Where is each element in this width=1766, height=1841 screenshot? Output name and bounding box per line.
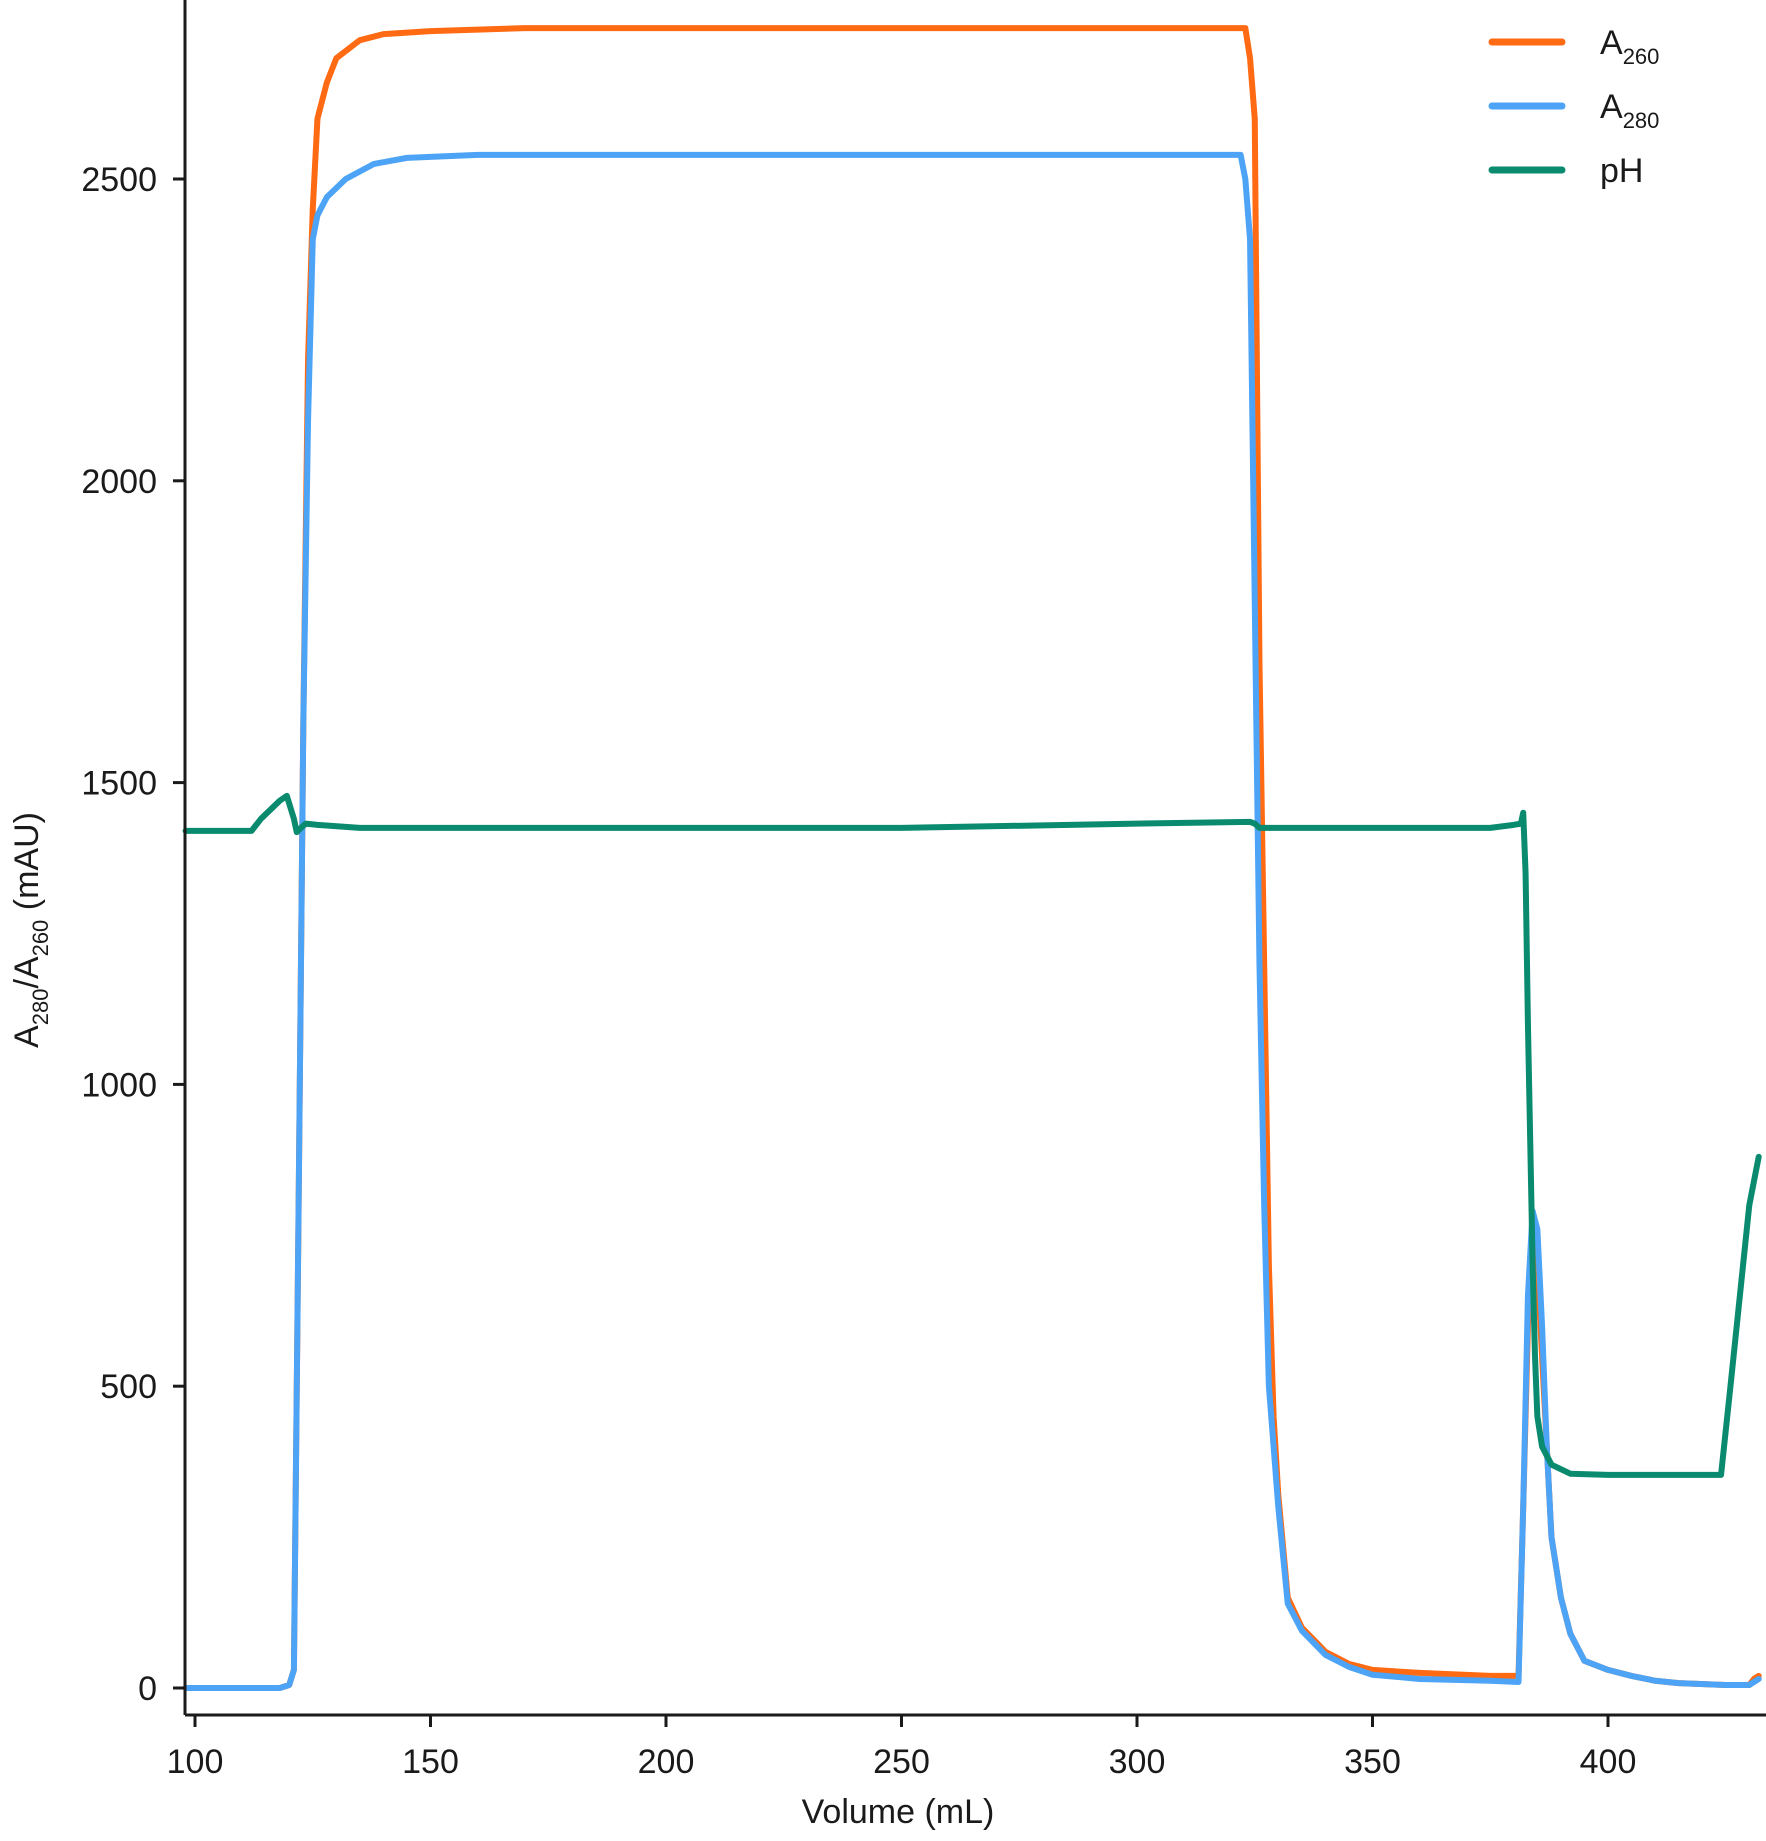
y-tick-label: 2500 [81,161,157,199]
axes-layer: 100 150 200 250 300 350 400 0 500 1000 1500 2000 250… [81,0,1766,1781]
legend-label: A260 [1600,24,1659,69]
x-tick-label: 100 [167,1743,224,1781]
y-axis-title-base: A [8,1025,46,1048]
legend-label-main: pH [1600,152,1643,190]
legend-label-sub: 280 [1623,108,1660,133]
y-tick-label: 2000 [81,463,157,501]
y-axis-title-sub1: 280 [28,989,53,1026]
legend-label-main: A [1600,88,1623,126]
legend-label: pH [1600,152,1643,190]
x-axis-title: Volume (mL) [802,1793,995,1831]
y-axis-title-suffix: (mAU) [8,812,46,920]
x-tick-label: 150 [402,1743,459,1781]
series-line-a280 [182,151,1762,1691]
y-axis-title: A280/A260 (mAU) [8,812,53,1048]
x-tick-label: 200 [638,1743,695,1781]
legend-label-sub: 260 [1623,44,1660,69]
y-tick-label: 1500 [81,765,157,803]
x-tick-label: 400 [1580,1743,1637,1781]
x-tick-label: 300 [1109,1743,1166,1781]
y-axis-title-mid: /A [8,956,46,988]
y-tick-label: 0 [138,1670,157,1708]
x-tick-label: 250 [873,1743,930,1781]
series-layer [182,25,1762,1691]
legend-label-main: A [1600,24,1623,62]
y-tick-label: 500 [100,1368,157,1406]
y-axis-title-sub2: 260 [28,920,53,957]
series-line-ph [182,792,1762,1478]
legend-label: A280 [1600,88,1659,133]
y-tick-label: 1000 [81,1066,157,1104]
x-tick-label: 350 [1344,1743,1401,1781]
